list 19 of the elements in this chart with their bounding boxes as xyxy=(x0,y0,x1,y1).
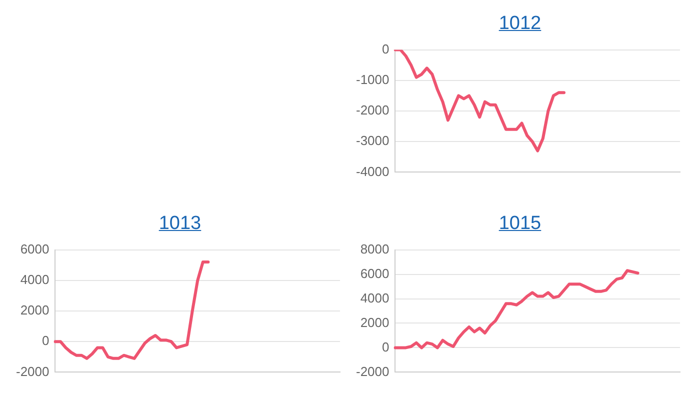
y-tick-label: 6000 xyxy=(360,266,390,281)
y-tick-label: 0 xyxy=(42,333,50,348)
y-tick-label: -2000 xyxy=(16,364,50,379)
chart-title: 1015 xyxy=(498,212,542,236)
y-tick-label: 2000 xyxy=(360,314,390,330)
y-tick-label: 2000 xyxy=(20,302,50,318)
y-tick-label: 0 xyxy=(382,339,390,354)
chart-title: 1013 xyxy=(158,212,202,236)
y-tick-label: 8000 xyxy=(360,241,390,256)
y-tick-label: -4000 xyxy=(356,164,390,179)
y-tick-label: 6000 xyxy=(20,241,50,256)
y-tick-label: -2000 xyxy=(356,102,390,118)
y-tick-label: -3000 xyxy=(356,133,390,148)
y-tick-label: -2000 xyxy=(356,364,390,379)
chart-title: 1012 xyxy=(498,12,542,36)
y-tick-label: 0 xyxy=(382,41,390,56)
y-tick-label: -1000 xyxy=(356,72,390,87)
y-tick-label: 4000 xyxy=(20,272,50,287)
y-tick-label: 4000 xyxy=(360,290,390,306)
